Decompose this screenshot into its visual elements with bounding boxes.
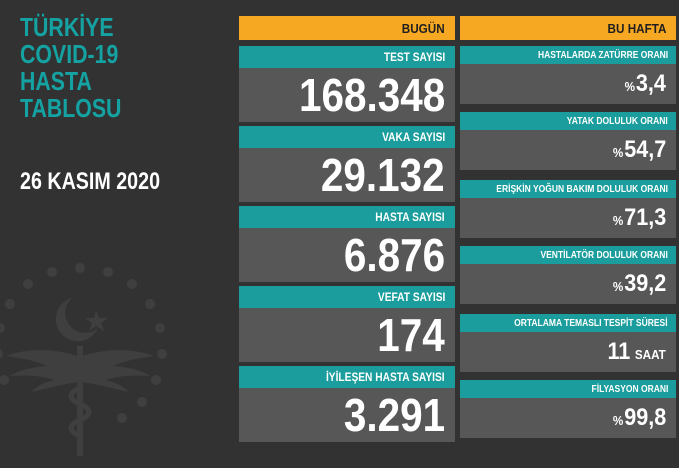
card-value: 3.291 (239, 388, 455, 442)
today-header: BUGÜN (239, 16, 455, 40)
ventilator-occupancy-card: VENTİLATÖR DOLULUK ORANI %39,2 (460, 246, 676, 304)
week-header: BU HAFTA (460, 16, 676, 40)
icu-occupancy-card: ERİŞKİN YOĞUN BAKIM DOLULUK ORANI %71,3 (460, 180, 676, 238)
card-value: %3,4 (460, 64, 676, 104)
card-value: 6.876 (239, 228, 455, 282)
death-count-card: VEFAT SAYISI 174 (239, 286, 455, 362)
contact-detection-time-card: ORTALAMA TEMASLI TESPİT SÜRESİ 11 SAAT (460, 314, 676, 372)
report-title: TÜRKİYE COVID-19 HASTA TABLOSU (20, 14, 121, 122)
card-label: VAKA SAYISI (239, 126, 455, 148)
card-value: %54,7 (460, 130, 676, 170)
card-label: ORTALAMA TEMASLI TESPİT SÜRESİ (460, 314, 676, 332)
card-label: VEFAT SAYISI (239, 286, 455, 308)
card-label: HASTA SAYISI (239, 206, 455, 228)
title-line: TABLOSU (20, 93, 122, 123)
ministry-emblem-icon (0, 263, 167, 456)
card-label: ERİŞKİN YOĞUN BAKIM DOLULUK ORANI (460, 180, 676, 198)
card-value: 11 SAAT (460, 332, 676, 372)
card-value: 29.132 (239, 148, 455, 202)
card-value: 168.348 (239, 68, 455, 122)
patient-count-card: HASTA SAYISI 6.876 (239, 206, 455, 282)
recovered-count-card: İYİLEŞEN HASTA SAYISI 3.291 (239, 366, 455, 442)
card-value: 174 (239, 308, 455, 362)
title-line: HASTA (20, 66, 92, 96)
card-value: %99,8 (460, 398, 676, 438)
filiation-rate-card: FİLYASYON ORANI %99,8 (460, 380, 676, 438)
title-line: TÜRKİYE (20, 12, 114, 42)
report-date: 26 KASIM 2020 (20, 168, 161, 195)
card-value: %39,2 (460, 264, 676, 304)
card-value: %71,3 (460, 198, 676, 238)
card-label: FİLYASYON ORANI (460, 380, 676, 398)
pneumonia-rate-card: HASTALARDA ZATÜRRE ORANI %3,4 (460, 46, 676, 104)
case-count-card: VAKA SAYISI 29.132 (239, 126, 455, 202)
card-label: TEST SAYISI (239, 46, 455, 68)
card-label: VENTİLATÖR DOLULUK ORANI (460, 246, 676, 264)
card-label: İYİLEŞEN HASTA SAYISI (239, 366, 455, 388)
card-label: YATAK DOLULUK ORANI (460, 112, 676, 130)
bed-occupancy-card: YATAK DOLULUK ORANI %54,7 (460, 112, 676, 170)
card-label: HASTALARDA ZATÜRRE ORANI (460, 46, 676, 64)
title-line: COVID-19 (20, 39, 119, 69)
test-count-card: TEST SAYISI 168.348 (239, 46, 455, 122)
